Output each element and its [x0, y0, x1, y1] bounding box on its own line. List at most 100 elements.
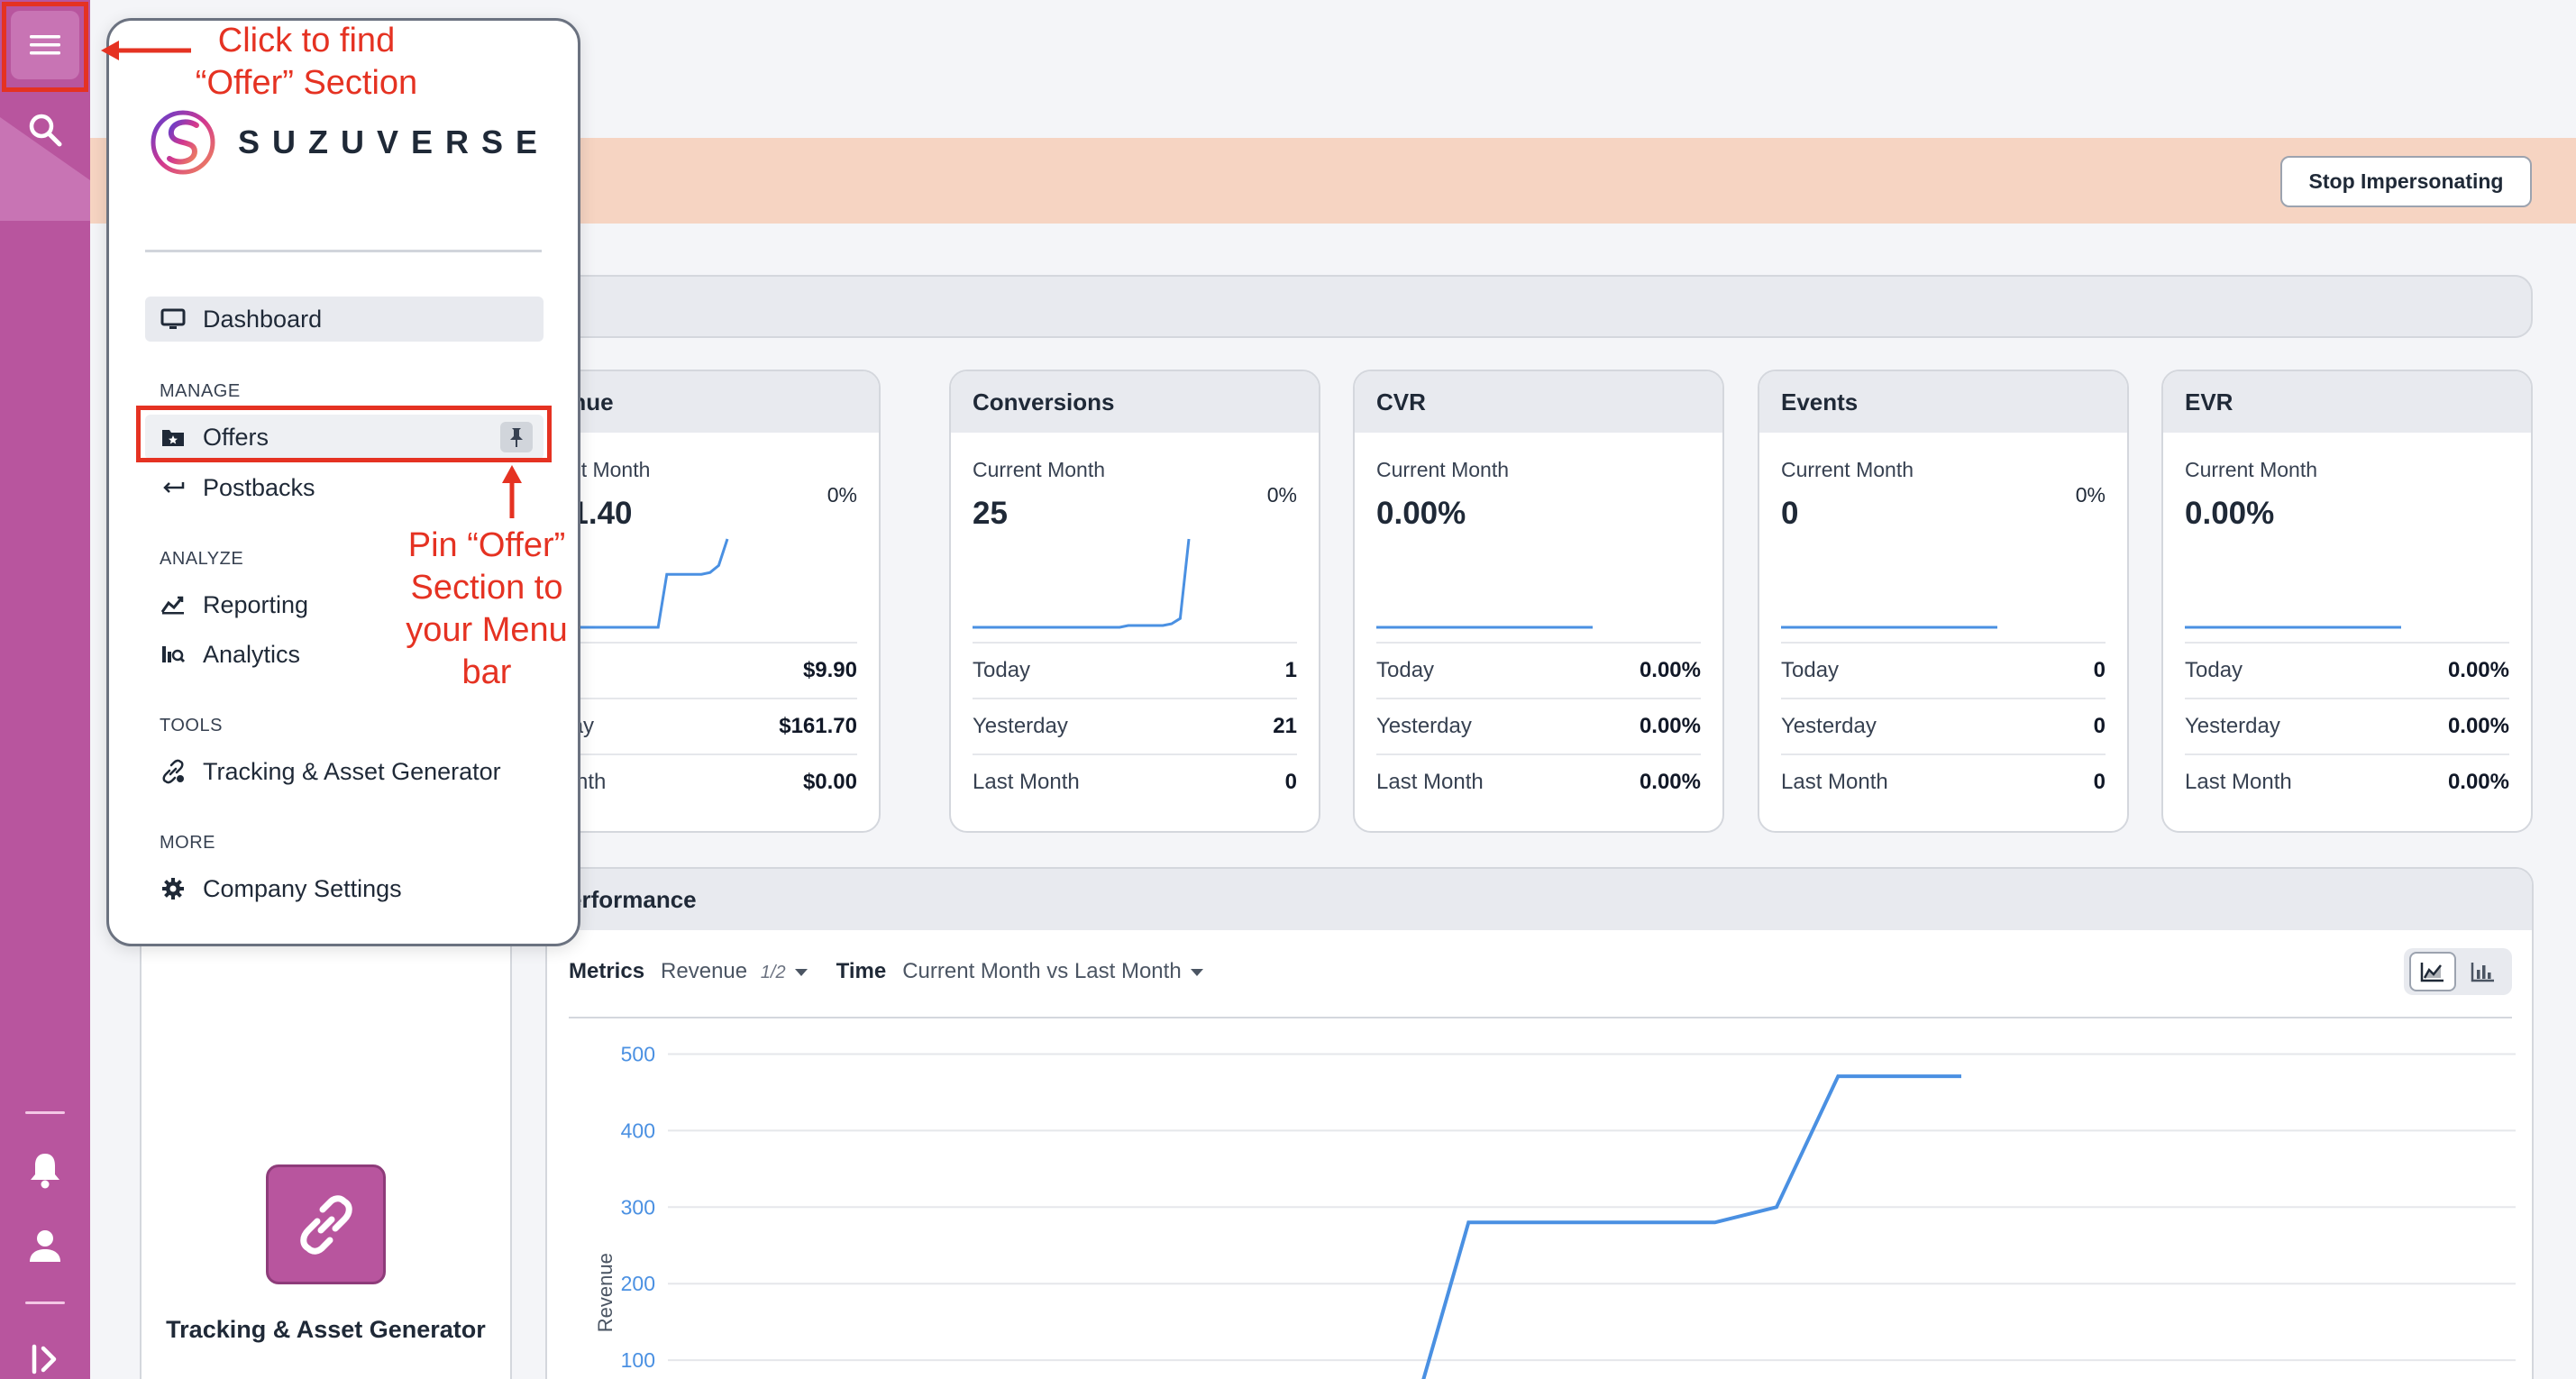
- card-sparkline: [1781, 626, 1997, 629]
- reporting-chart-icon: [160, 591, 187, 618]
- analytics-icon: [160, 641, 187, 668]
- search-button[interactable]: [9, 94, 81, 166]
- y-tick-label: 200: [621, 1272, 655, 1295]
- card-row-label: Last Month: [2185, 770, 2292, 794]
- card-row-last-month: Last Month 0.00%: [2185, 753, 2509, 809]
- card-row-value: 0: [2093, 714, 2106, 738]
- sparkline-series: [973, 538, 1191, 629]
- performance-title: erformance: [547, 869, 2532, 930]
- notifications-button[interactable]: [9, 1134, 81, 1206]
- menu-icon: [30, 35, 60, 55]
- pin-hint-annotation: Pin “Offer” Section to your Menu bar: [406, 526, 568, 691]
- card-row-label: Today: [1781, 658, 1840, 682]
- card-title: Conversions: [951, 371, 1319, 433]
- section-manage: MANAGE: [160, 381, 241, 401]
- card-row-yesterday: Yesterday 0: [1781, 698, 2106, 753]
- revenue-series-line: [1421, 1074, 1961, 1379]
- card-row-value: 21: [1273, 714, 1297, 738]
- card-row-yesterday: Yesterday 21: [973, 698, 1297, 753]
- menu-item-analytics[interactable]: Analytics: [145, 632, 544, 677]
- card-sparkline: [2185, 626, 2401, 629]
- menu-item-label: Tracking & Asset Generator: [203, 757, 501, 785]
- chart-view-toggle[interactable]: [2404, 948, 2512, 995]
- section-more: MORE: [160, 833, 215, 853]
- menu-item-label: Reporting: [203, 590, 309, 618]
- offers-highlight-box: [136, 406, 552, 462]
- link-gear-icon: [160, 758, 187, 785]
- card-change: 0%: [827, 483, 857, 507]
- card-row-value: 0: [2093, 770, 2106, 794]
- card-row-value: 0: [1284, 770, 1297, 794]
- y-axis-label: Revenue: [594, 1253, 617, 1332]
- time-select[interactable]: Current Month vs Last Month: [902, 959, 1203, 984]
- card-row-label: Yesterday: [1376, 714, 1472, 738]
- card-value: 0.00%: [1376, 496, 1466, 531]
- return-arrow-icon: [160, 474, 187, 501]
- card-row-label: Today: [1376, 658, 1435, 682]
- conversions-card: Conversions Current Month 25 0% Today 1 Y…: [949, 370, 1320, 833]
- card-row-value: 0.00%: [2447, 658, 2509, 682]
- card-row-today: Today 0.00%: [1376, 642, 1701, 698]
- chevron-down-icon: [1190, 968, 1203, 976]
- tracking-tool-card[interactable]: Tracking & Asset Generator: [140, 910, 512, 1379]
- evr-card: EVR Current Month 0.00% Today 0.00% Yeste…: [2161, 370, 2533, 833]
- card-row-today: Today 1: [973, 642, 1297, 698]
- card-row-today: Today 0.00%: [2185, 642, 2509, 698]
- card-row-last-month: Last Month 0: [1781, 753, 2106, 809]
- section-analyze: ANALYZE: [160, 549, 244, 569]
- menu-highlight-box: [2, 2, 88, 92]
- menu-item-tracking[interactable]: Tracking & Asset Generator: [145, 749, 544, 794]
- performance-panel: erformance Metrics Revenue 1/2 Time Curr…: [545, 867, 2534, 1379]
- search-icon: [29, 114, 62, 147]
- metrics-label: Metrics: [569, 959, 645, 983]
- card-row-value: $0.00: [802, 770, 857, 794]
- logo-text: SUZUVERSE: [238, 123, 551, 160]
- card-row-value: 0.00%: [2447, 714, 2509, 738]
- card-change: 0%: [1266, 483, 1297, 507]
- area-chart-button[interactable]: [2409, 952, 2456, 991]
- card-row-value: 0.00%: [2447, 770, 2509, 794]
- card-period: Current Month: [1376, 458, 1510, 481]
- performance-divider: [569, 1017, 2512, 1018]
- menu-button[interactable]: [11, 11, 79, 79]
- card-row-value: 0.00%: [1639, 770, 1701, 794]
- stop-impersonating-button[interactable]: Stop Impersonating: [2280, 156, 2532, 207]
- menu-item-company-settings[interactable]: Company Settings: [145, 866, 544, 911]
- card-row-label: Today: [973, 658, 1031, 682]
- expand-rail-button[interactable]: [9, 1323, 81, 1379]
- profile-button[interactable]: [9, 1210, 81, 1282]
- menu-item-reporting[interactable]: Reporting: [145, 582, 544, 627]
- side-rail: [0, 0, 90, 1379]
- events-card: Events Current Month 0 0% Today 0 Yesterd…: [1758, 370, 2129, 833]
- pin-icon: [510, 428, 523, 447]
- bar-chart-button[interactable]: [2460, 952, 2507, 991]
- menu-item-offers[interactable]: Offers: [145, 415, 544, 460]
- card-value: 0.00%: [2185, 496, 2275, 531]
- card-sparkline: [973, 538, 1191, 629]
- pin-offers-button[interactable]: [500, 422, 533, 452]
- card-row-label: Last Month: [1376, 770, 1484, 794]
- link-icon: [266, 1164, 386, 1284]
- card-value: 25: [973, 496, 1008, 531]
- card-row-label: Yesterday: [973, 714, 1068, 738]
- suzuverse-logo: SUZUVERSE: [150, 109, 550, 176]
- area-chart-icon: [2420, 963, 2444, 982]
- card-row-last-month: Last Month 0: [973, 753, 1297, 809]
- rail-divider: [25, 1111, 65, 1114]
- menu-item-dashboard[interactable]: Dashboard: [145, 297, 544, 342]
- revenue-card: evenue urrent Month $471.40 0% oday$9.90…: [509, 370, 881, 833]
- section-tools: TOOLS: [160, 716, 223, 735]
- card-row-label: Yesterday: [1781, 714, 1877, 738]
- card-row-last-month: Last Month 0.00%: [1376, 753, 1701, 809]
- metrics-select[interactable]: Revenue 1/2: [661, 959, 808, 984]
- menu-item-label: Postbacks: [203, 473, 315, 501]
- card-row-label: Last Month: [973, 770, 1080, 794]
- nav-flyout-menu: SUZUVERSE Dashboard MANAGE Offers Postba…: [106, 18, 580, 946]
- card-row-value: $9.90: [802, 658, 857, 682]
- menu-item-postbacks[interactable]: Postbacks: [145, 465, 544, 510]
- card-row-yesterday: Yesterday 0.00%: [2185, 698, 2509, 753]
- card-row-value: $161.70: [779, 714, 857, 738]
- card-period: Current Month: [2185, 458, 2318, 481]
- menu-item-label: Analytics: [203, 640, 301, 668]
- monitor-icon: [160, 306, 187, 333]
